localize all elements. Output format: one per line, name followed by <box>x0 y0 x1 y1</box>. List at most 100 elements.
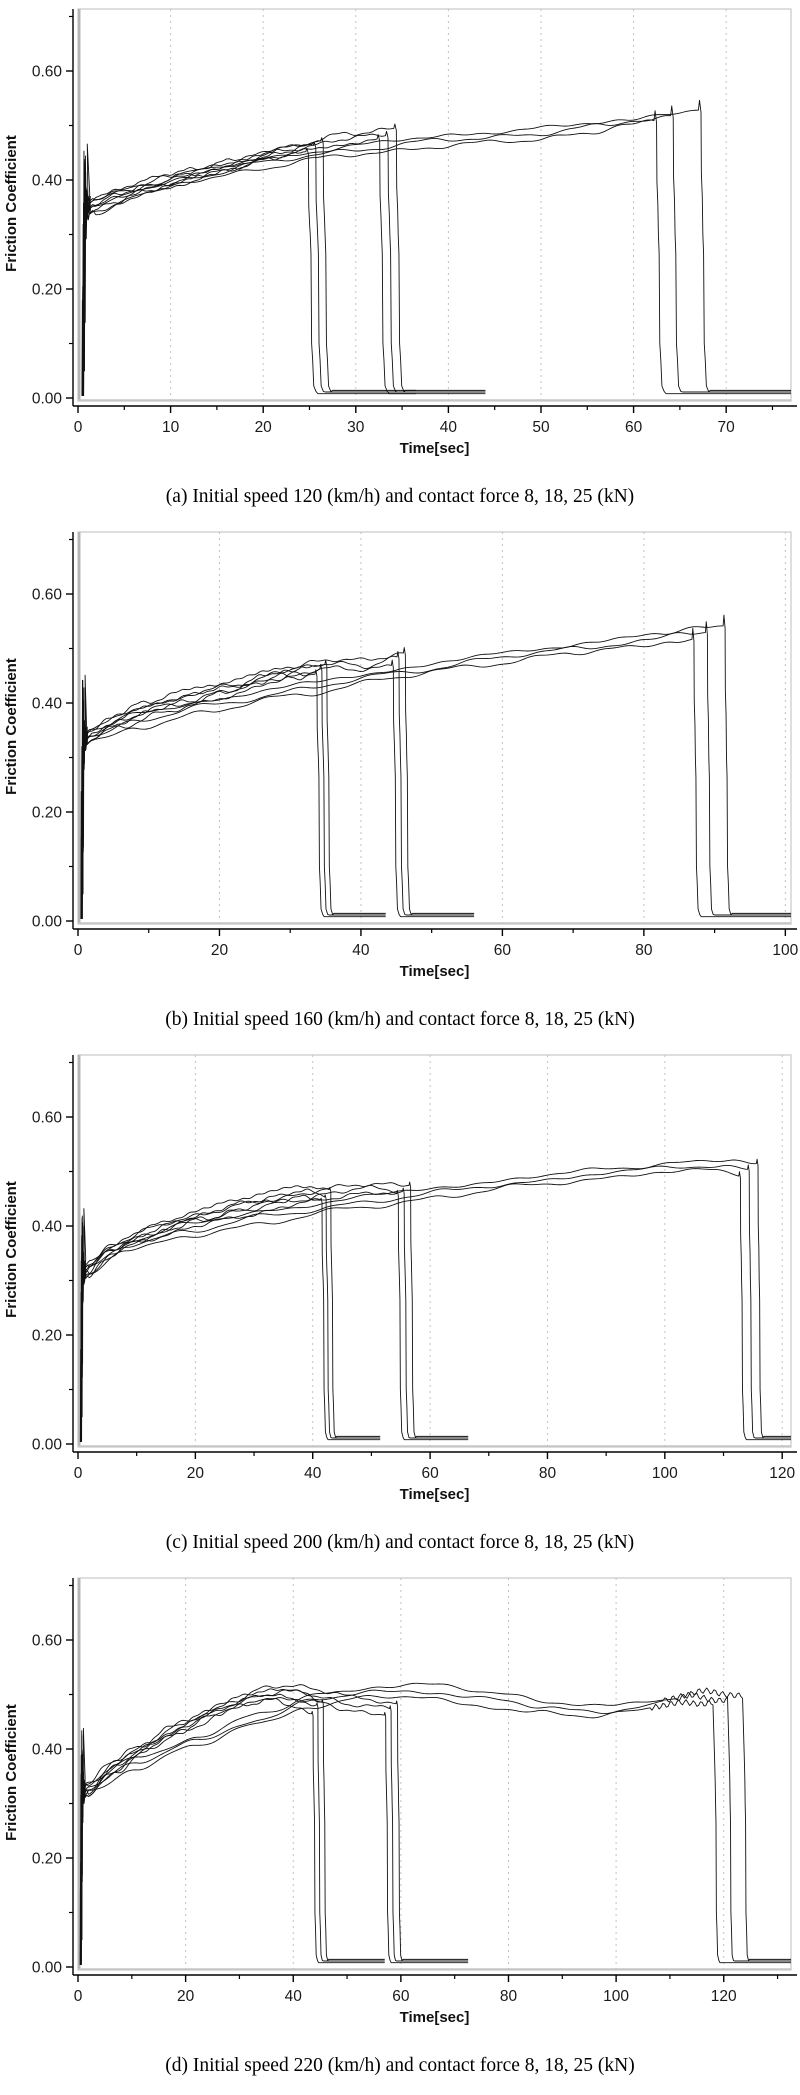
x-tick-label: 40 <box>352 942 370 959</box>
y-tick-label: 0.60 <box>32 587 63 604</box>
friction-curve-8kN-run3 <box>80 1682 791 1965</box>
x-tick-label: 100 <box>603 1988 629 2005</box>
y-tick-label: 0.40 <box>32 1742 63 1759</box>
friction-curve-8kN-run2 <box>81 621 791 919</box>
chart-c-plot: 0.00 0.20 0.40 0.60 0 20 40 60 80 100 120 Time[sec]… <box>3 1054 797 1503</box>
y-tick-label: 0.20 <box>32 1851 63 1868</box>
friction-curve-8kN-run1 <box>81 1168 791 1442</box>
x-axis-title: Time[sec] <box>400 2009 470 2026</box>
y-tick-label: 0.20 <box>32 1328 63 1345</box>
friction-curve-18kN-run1 <box>81 134 486 396</box>
x-tick-label: 40 <box>304 1465 322 1482</box>
x-axis-title: Time[sec] <box>400 1486 470 1503</box>
chart-block-d: 0.00 0.20 0.40 0.60 0 20 40 60 80 100 120 Time[sec]… <box>0 1569 800 2092</box>
x-tick-label: 60 <box>392 1988 410 2005</box>
friction-curve-8kN-run2 <box>79 1689 791 1965</box>
x-tick-label: 80 <box>635 942 653 959</box>
chart-block-c: 0.00 0.20 0.40 0.60 0 20 40 60 80 100 120 Time[sec]… <box>0 1046 800 1569</box>
friction-curve-25kN-run1 <box>80 1194 381 1442</box>
x-tick-label: 0 <box>74 1465 83 1482</box>
y-axis-title: Friction Coefficient <box>3 1704 20 1841</box>
friction-curve-25kN-run3 <box>80 1185 381 1442</box>
x-tick-label: 20 <box>187 1465 205 1482</box>
friction-curve-8kN-run3 <box>82 99 791 396</box>
friction-curve-8kN-run1 <box>82 110 791 396</box>
friction-curve-8kN-run1 <box>80 1695 791 1965</box>
friction-curve-8kN-run1 <box>81 627 791 919</box>
chart-block-b: 0.00 0.20 0.40 0.60 0 20 40 60 80 100 Time[sec] Fri… <box>0 523 800 1046</box>
plot-border <box>77 8 792 402</box>
y-tick-label: 0.00 <box>32 1437 63 1454</box>
chart-b-plot: 0.00 0.20 0.40 0.60 0 20 40 60 80 100 Time[sec] Fri… <box>3 531 799 980</box>
friction-curve-18kN-run1 <box>80 1697 469 1965</box>
x-tick-label: 40 <box>440 419 458 436</box>
x-tick-label: 120 <box>769 1465 795 1482</box>
chart-block-a: 0.00 0.20 0.40 0.60 0 10 20 30 40 50 60 70 Time[sec]… <box>0 0 800 523</box>
x-tick-label: 100 <box>652 1465 678 1482</box>
friction-curve-8kN-run3 <box>80 614 791 919</box>
friction-curve-25kN-run2 <box>80 1188 381 1442</box>
chart-d-plot: 0.00 0.20 0.40 0.60 0 20 40 60 80 100 120 Time[sec]… <box>3 1577 797 2026</box>
chart-c-caption: (c) Initial speed 200 (km/h) and contact… <box>165 1531 635 1553</box>
y-axis-title: Friction Coefficient <box>3 135 20 272</box>
friction-curve-18kN-run3 <box>80 1684 469 1965</box>
y-tick-label: 0.20 <box>32 805 63 822</box>
x-tick-label: 100 <box>772 942 798 959</box>
friction-curve-25kN-run3 <box>81 659 386 919</box>
y-tick-label: 0.20 <box>32 282 63 299</box>
y-tick-label: 0.60 <box>32 64 63 81</box>
friction-curve-18kN-run2 <box>82 130 486 396</box>
x-tick-label: 80 <box>539 1465 557 1482</box>
x-tick-label: 120 <box>711 1988 737 2005</box>
y-tick-label: 0.40 <box>32 173 63 190</box>
friction-curve-18kN-run1 <box>81 659 475 919</box>
y-tick-label: 0.40 <box>32 1219 63 1236</box>
friction-curve-18kN-run2 <box>80 1689 469 1965</box>
y-tick-label: 0.00 <box>32 914 63 931</box>
y-tick-label: 0.00 <box>32 1960 63 1977</box>
plot-border <box>77 531 792 925</box>
chart-a-caption: (a) Initial speed 120 (km/h) and contact… <box>165 485 635 507</box>
x-tick-label: 60 <box>625 419 643 436</box>
y-tick-label: 0.40 <box>32 696 63 713</box>
chart-d-caption: (d) Initial speed 220 (km/h) and contact… <box>165 2054 635 2076</box>
friction-curve-8kN-run2 <box>80 1164 791 1442</box>
x-tick-label: 60 <box>494 942 512 959</box>
x-tick-label: 80 <box>500 1988 518 2005</box>
x-axis-title: Time[sec] <box>400 963 470 980</box>
friction-curve-25kN-run2 <box>80 1693 385 1965</box>
friction-curve-25kN-run3 <box>81 137 416 396</box>
x-tick-label: 50 <box>532 419 550 436</box>
x-tick-label: 20 <box>255 419 273 436</box>
y-tick-label: 0.00 <box>32 391 63 408</box>
friction-curve-25kN-run1 <box>79 1698 385 1965</box>
chart-b-caption: (b) Initial speed 160 (km/h) and contact… <box>165 1008 635 1030</box>
friction-curve-18kN-run3 <box>80 1181 469 1442</box>
y-tick-label: 0.60 <box>32 1110 63 1127</box>
friction-curve-25kN-run1 <box>81 669 386 919</box>
x-axis-title: Time[sec] <box>400 440 470 457</box>
friction-curve-25kN-run1 <box>83 147 416 396</box>
x-tick-label: 30 <box>347 419 365 436</box>
friction-curve-18kN-run3 <box>82 123 486 396</box>
x-tick-label: 60 <box>421 1465 439 1482</box>
friction-curve-8kN-run3 <box>80 1158 791 1442</box>
plot-border <box>77 1577 792 1971</box>
x-tick-label: 0 <box>74 419 83 436</box>
x-tick-label: 70 <box>718 419 736 436</box>
friction-curve-25kN-run2 <box>81 141 416 396</box>
x-tick-label: 10 <box>162 419 180 436</box>
y-axis-title: Friction Coefficient <box>3 1181 20 1318</box>
x-tick-label: 0 <box>74 942 83 959</box>
friction-curve-18kN-run2 <box>80 651 475 919</box>
x-tick-label: 20 <box>211 942 229 959</box>
chart-a-plot: 0.00 0.20 0.40 0.60 0 10 20 30 40 50 60 70 Time[sec]… <box>3 8 797 457</box>
x-tick-label: 20 <box>177 1988 195 2005</box>
x-tick-label: 0 <box>74 1988 83 2005</box>
friction-curve-18kN-run1 <box>79 1189 469 1442</box>
friction-curve-8kN-run2 <box>82 105 791 396</box>
y-tick-label: 0.60 <box>32 1633 63 1650</box>
plot-border <box>77 1054 792 1448</box>
friction-curve-18kN-run3 <box>80 647 475 919</box>
